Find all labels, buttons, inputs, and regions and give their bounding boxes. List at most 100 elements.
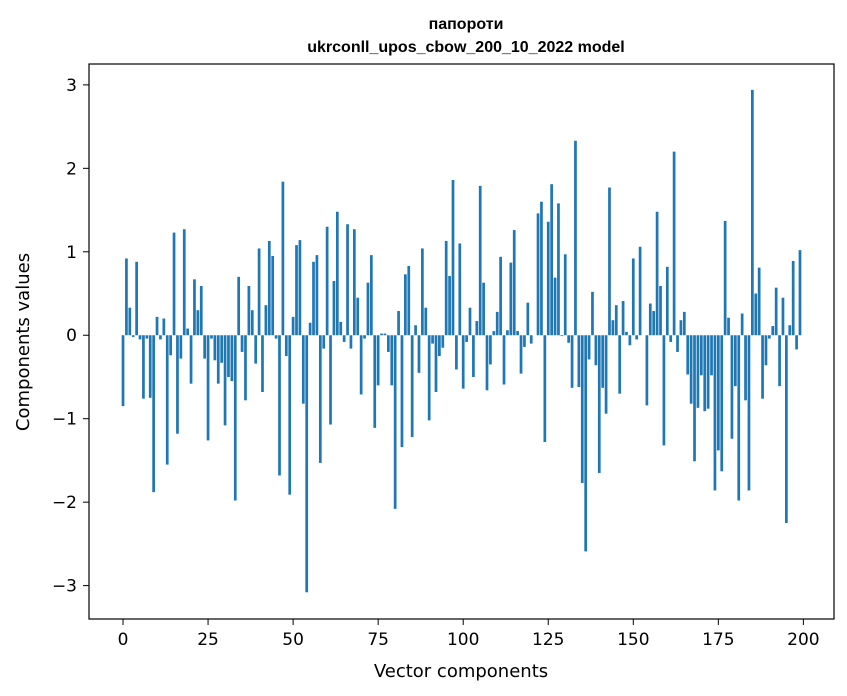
bar [131, 335, 135, 337]
bar [628, 335, 632, 346]
bar [597, 335, 601, 473]
bar [774, 287, 778, 336]
bar [162, 318, 166, 336]
bar [291, 316, 295, 336]
bar [465, 335, 468, 342]
bar [363, 335, 366, 339]
bar [233, 335, 237, 501]
y-tick-label: −2 [52, 493, 77, 513]
bar [250, 310, 254, 336]
bar [495, 311, 499, 336]
bar [716, 335, 720, 451]
bar [608, 187, 611, 336]
bar [679, 320, 683, 336]
bar [519, 335, 523, 374]
bar [155, 316, 159, 336]
y-tick-label: 1 [66, 243, 77, 263]
bar [308, 322, 312, 336]
bar [257, 248, 261, 336]
bar [587, 335, 591, 360]
bar [387, 335, 390, 352]
bar [676, 335, 679, 352]
bar [305, 335, 309, 593]
bar [523, 335, 526, 347]
bar [665, 266, 669, 336]
bar [468, 307, 472, 336]
bar [196, 310, 200, 336]
bar [254, 335, 258, 364]
y-tick-label: −1 [52, 410, 77, 430]
bar [699, 335, 703, 376]
x-tick-label: 125 [532, 630, 564, 650]
bar [142, 335, 145, 399]
bar [172, 232, 176, 336]
bar [482, 282, 485, 336]
bar [216, 335, 220, 384]
bar [795, 335, 798, 350]
bar [737, 335, 741, 501]
bar [322, 335, 326, 349]
bar [179, 335, 183, 359]
bar [591, 291, 594, 336]
bar [594, 335, 598, 366]
bar [730, 335, 734, 439]
bar [400, 335, 404, 448]
bar [740, 313, 744, 336]
bar [278, 335, 281, 476]
bar [778, 335, 781, 387]
bar [747, 335, 751, 491]
bar [152, 335, 155, 493]
bar [210, 335, 213, 339]
bar [271, 255, 275, 336]
bar [720, 335, 724, 472]
y-tick-label: 2 [66, 159, 77, 179]
bar [444, 240, 448, 336]
bar [148, 335, 152, 398]
bar [659, 286, 662, 336]
bar [169, 335, 172, 356]
bar [788, 325, 792, 336]
plot-frame [88, 63, 835, 620]
bar [492, 331, 496, 336]
bar [315, 255, 319, 336]
bar [614, 305, 618, 336]
bar [346, 224, 349, 336]
bar [329, 335, 332, 425]
bar [298, 240, 302, 336]
bar [230, 335, 234, 382]
bar [414, 325, 417, 336]
bar [288, 335, 292, 495]
bar [159, 335, 162, 340]
bar [193, 279, 196, 336]
bar [761, 335, 764, 399]
x-axis-ticks: 0 25 50 75 100 125 150 175 200 [118, 619, 820, 650]
x-tick-label: 75 [367, 630, 389, 650]
bar [706, 335, 710, 409]
bar [318, 335, 322, 463]
y-tick-label: 3 [66, 76, 77, 96]
bar [557, 203, 560, 336]
bar [584, 335, 588, 552]
bar [567, 335, 571, 343]
bar [393, 335, 397, 509]
bar [502, 335, 506, 385]
bar [359, 335, 363, 395]
bar [638, 246, 642, 336]
bar [536, 213, 540, 336]
bar [672, 151, 676, 336]
bar [335, 211, 339, 336]
bar [199, 286, 203, 336]
bar [349, 335, 353, 349]
bar [475, 321, 479, 336]
bar [570, 335, 574, 388]
bar [376, 335, 380, 386]
bar [604, 335, 608, 414]
bar [662, 335, 666, 446]
bar [451, 180, 455, 336]
x-tick-label: 175 [702, 630, 734, 650]
bar [635, 335, 639, 340]
bar [791, 260, 795, 336]
bar [631, 258, 635, 336]
bar [182, 229, 186, 336]
bar [655, 211, 659, 336]
